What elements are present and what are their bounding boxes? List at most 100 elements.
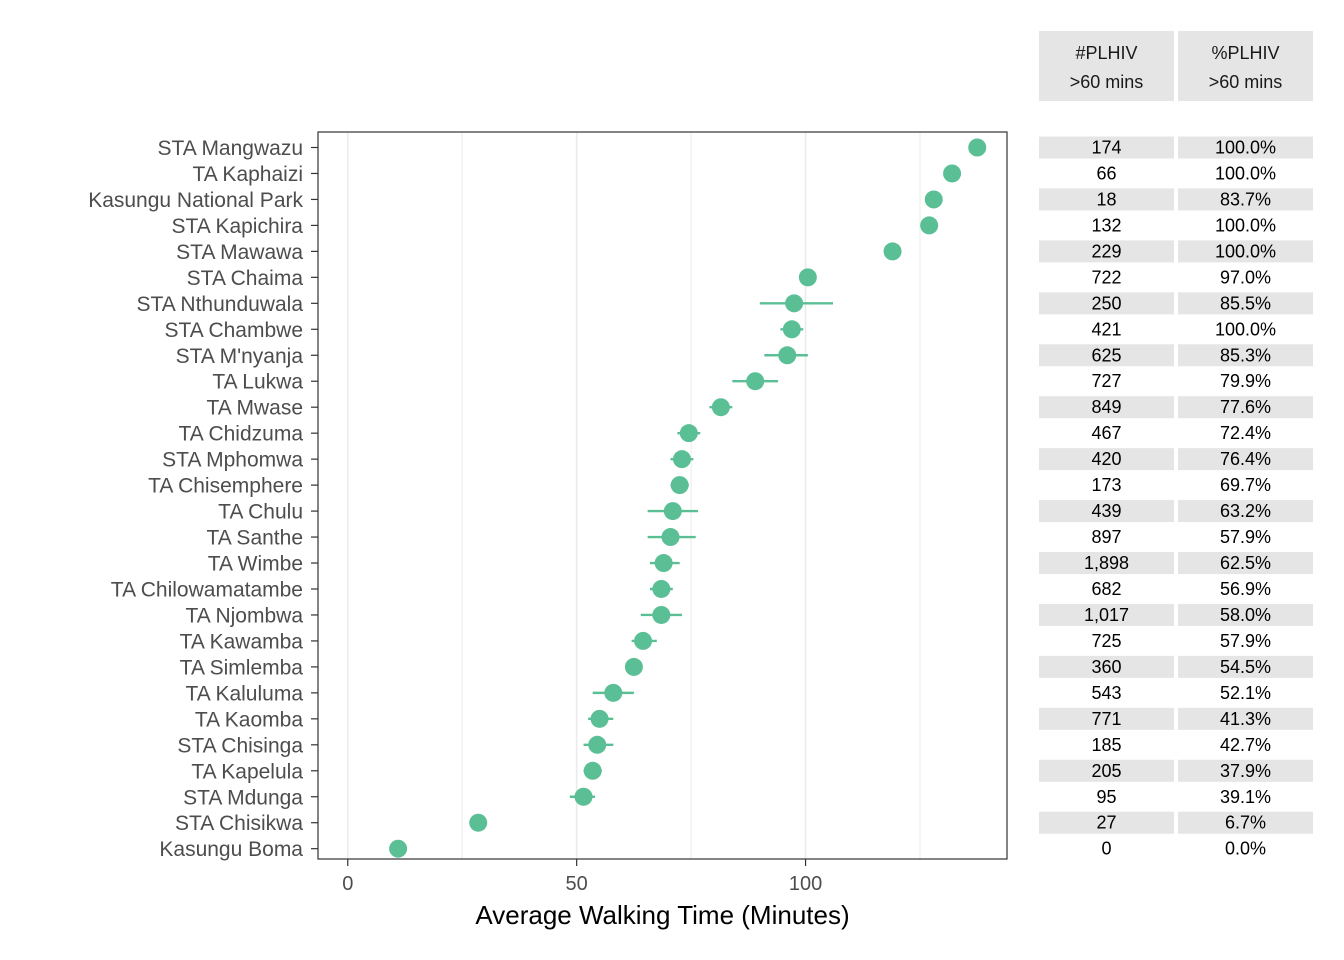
table-cell-plhiv: 66 [1096,163,1116,183]
table-cell-pct: 63.2% [1220,501,1271,521]
table-cell-pct: 85.5% [1220,293,1271,313]
y-tick-label: STA Mdunga [183,786,303,809]
table-header-cell-plhiv [1039,31,1174,101]
table-header: #PLHIV >60 mins %PLHIV >60 mins [1039,31,1313,101]
table-cell-plhiv: 229 [1091,241,1121,261]
table-cell-pct: 100.0% [1215,319,1276,339]
table-cell-bg [1039,188,1174,211]
y-tick-label: STA Chambwe [165,319,304,342]
y-tick-label: STA Mawawa [176,241,303,264]
table-cell-bg [1178,136,1313,159]
error-bars [569,302,834,798]
y-tick-label: STA Kapichira [171,215,303,238]
data-point [670,476,689,495]
data-point [652,579,671,598]
table-cell-bg [1178,448,1313,471]
table-cell-bg [1039,344,1174,367]
table-cell-plhiv: 467 [1091,423,1121,443]
data-point [389,839,408,858]
table-cell-plhiv: 1,898 [1084,553,1129,573]
x-tick-label: 100 [789,873,822,895]
y-tick-label: TA Kawamba [180,630,304,653]
table-cell-pct: 100.0% [1215,163,1276,183]
y-tick-label: TA Chilowamatambe [111,578,303,601]
table-cell-bg [1178,344,1313,367]
table-cell-plhiv: 722 [1091,267,1121,287]
table-cell-pct: 37.9% [1220,761,1271,781]
table-cell-bg [1039,655,1174,678]
y-tick-label: TA Simlemba [180,656,304,679]
grid-lines [346,132,921,859]
data-point [778,346,797,365]
table-header-plhiv-line1: #PLHIV [1075,43,1137,63]
table-cell-pct: 100.0% [1215,215,1276,235]
table-cell-plhiv: 18 [1096,189,1116,209]
y-tick-label: STA Nthunduwala [136,293,303,316]
table-cell-bg [1039,240,1174,263]
y-axis: STA Mangwazu TA Kaphaizi Kasungu National … [88,137,318,861]
table-cell-bg [1178,240,1313,263]
table-cell-pct: 52.1% [1220,683,1271,703]
table-cell-bg [1039,448,1174,471]
table-cell-plhiv: 205 [1091,761,1121,781]
table-cell-bg [1039,552,1174,575]
table-cell-plhiv: 360 [1091,657,1121,677]
y-tick-label: STA Chaima [187,267,304,290]
data-point [574,787,593,806]
table-cell-bg [1178,292,1313,315]
table-cell-pct: 83.7% [1220,189,1271,209]
y-tick-label: STA Mangwazu [157,137,303,160]
data-point [634,631,653,650]
table-cell-bg [1178,603,1313,626]
table-cell-plhiv: 250 [1091,293,1121,313]
table-cell-pct: 85.3% [1220,345,1271,365]
table-cell-plhiv: 420 [1091,449,1121,469]
y-tick-label: TA Kaomba [195,708,303,731]
y-tick-label: TA Mwase [207,397,303,420]
table-cell-plhiv: 185 [1091,735,1121,755]
table-cell-plhiv: 1,017 [1084,605,1129,625]
table-cell-pct: 42.7% [1220,735,1271,755]
table-cell-plhiv: 421 [1091,319,1121,339]
table-cell-bg [1039,500,1174,523]
y-tick-label: TA Wimbe [208,553,303,576]
table-cell-pct: 97.0% [1220,267,1271,287]
table-cell-bg [1039,707,1174,730]
table-cell-bg [1039,759,1174,782]
table-cell-pct: 62.5% [1220,553,1271,573]
data-point [711,398,730,417]
table-header-pct-line1: %PLHIV [1211,43,1279,63]
y-tick-label: TA Lukwa [212,371,303,394]
table-cell-pct: 56.9% [1220,579,1271,599]
table-cell-plhiv: 95 [1096,787,1116,807]
table-cell-bg [1178,811,1313,834]
y-tick-label: STA M'nyanja [176,345,304,368]
data-point [654,554,673,573]
data-point [924,190,943,209]
y-tick-label: TA Chulu [218,501,303,524]
table-cell-plhiv: 682 [1091,579,1121,599]
y-tick-label: Kasungu National Park [88,189,303,212]
y-tick-label: TA Kaluluma [186,682,304,705]
data-point [624,657,643,676]
x-axis-title: Average Walking Time (Minutes) [475,900,849,930]
table-cell-pct: 57.9% [1220,527,1271,547]
table-cell-plhiv: 27 [1096,813,1116,833]
x-axis: 0 50 100 [342,859,822,895]
table-cell-plhiv: 897 [1091,527,1121,547]
table-cell-plhiv: 625 [1091,345,1121,365]
table-header-cell-pct [1178,31,1313,101]
plot-panel-border [317,131,1008,860]
y-tick-label: TA Njombwa [186,604,304,627]
data-point [920,216,939,235]
data-point [883,242,902,261]
data-point [679,424,698,443]
table-cell-bg [1178,655,1313,678]
table-cell-plhiv: 725 [1091,631,1121,651]
y-tick-label: STA Chisinga [177,734,303,757]
table-cell-pct: 0.0% [1225,839,1266,859]
table-cell-bg [1039,811,1174,834]
table-cell-pct: 41.3% [1220,709,1271,729]
table-cell-pct: 76.4% [1220,449,1271,469]
